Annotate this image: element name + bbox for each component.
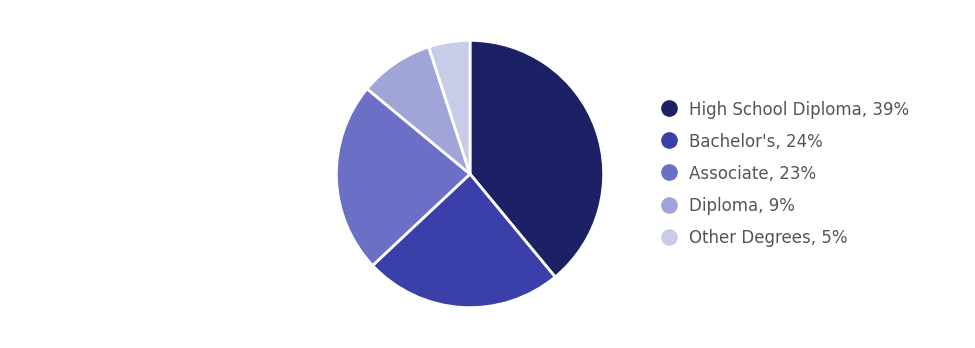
Wedge shape <box>429 40 470 174</box>
Wedge shape <box>470 40 604 277</box>
Legend: High School Diploma, 39%, Bachelor's, 24%, Associate, 23%, Diploma, 9%, Other De: High School Diploma, 39%, Bachelor's, 24… <box>652 92 917 256</box>
Wedge shape <box>336 89 470 266</box>
Wedge shape <box>367 47 470 174</box>
Wedge shape <box>372 174 555 308</box>
